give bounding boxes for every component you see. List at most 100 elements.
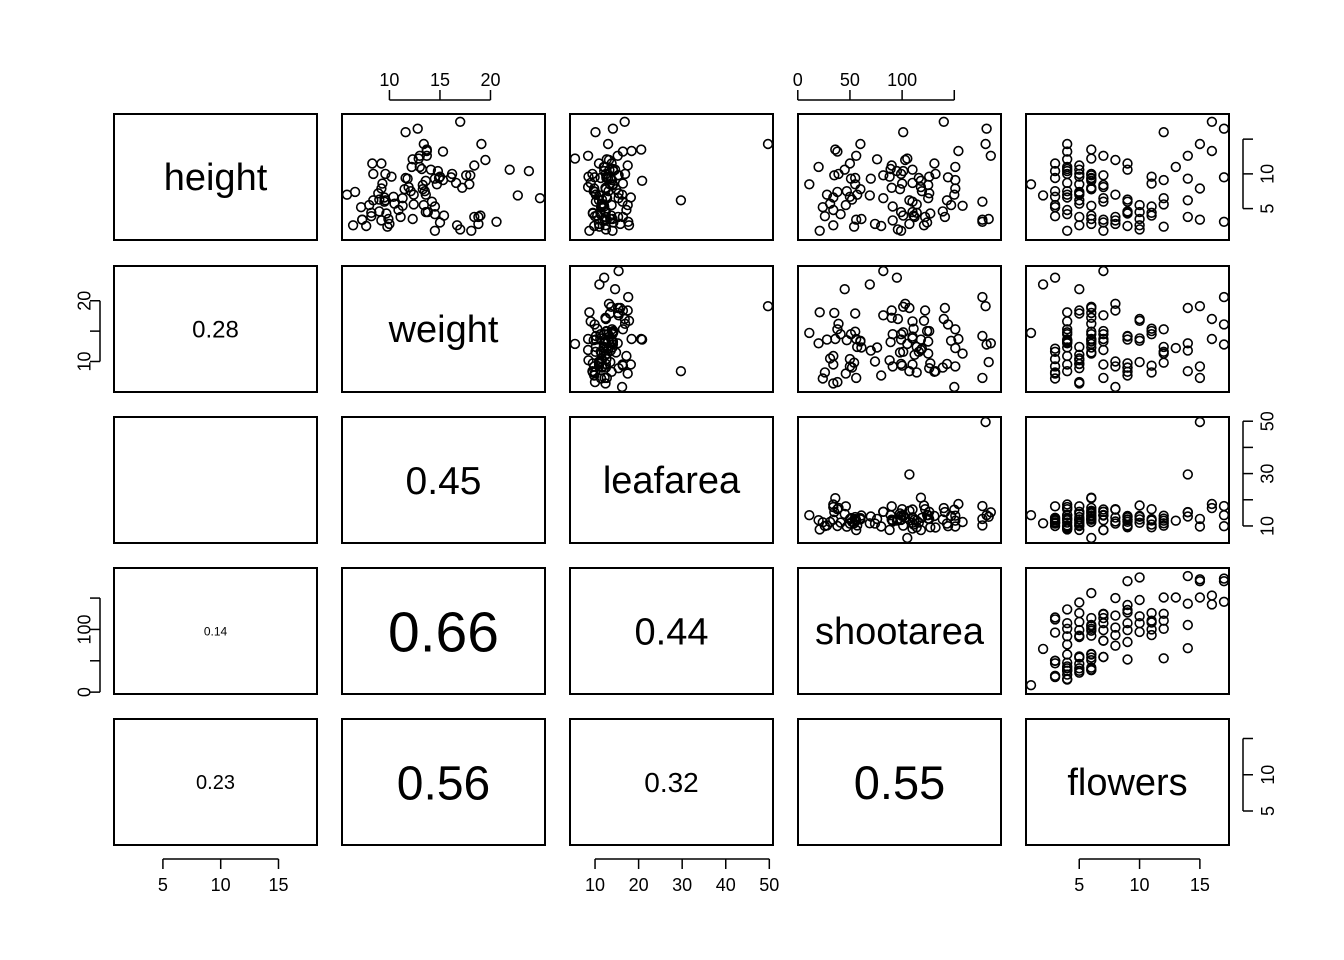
data-point xyxy=(923,325,935,337)
tick-label: 5 xyxy=(1258,204,1278,214)
data-point xyxy=(835,329,846,340)
data-point xyxy=(400,126,411,138)
data-point xyxy=(1206,502,1218,514)
tick-label: 15 xyxy=(268,875,288,895)
panel-height-vs-leafarea xyxy=(569,113,774,241)
data-point xyxy=(600,224,612,235)
data-point xyxy=(623,315,635,326)
correlation-flowers-leafarea: 0.32 xyxy=(644,767,699,798)
data-point xyxy=(855,336,866,347)
data-point xyxy=(1061,324,1073,335)
data-point xyxy=(1061,617,1073,629)
data-point xyxy=(1049,191,1061,203)
data-point xyxy=(1182,150,1194,162)
data-point xyxy=(1098,181,1109,193)
data-point xyxy=(1061,177,1073,189)
data-point xyxy=(625,192,636,203)
data-point xyxy=(886,501,897,512)
data-point xyxy=(850,150,862,162)
data-point xyxy=(1182,507,1194,518)
data-point xyxy=(1158,653,1169,664)
data-point xyxy=(937,206,948,217)
data-point xyxy=(907,512,918,523)
panel-frame xyxy=(113,113,318,241)
data-point xyxy=(1074,198,1085,209)
data-point xyxy=(675,195,687,206)
data-point xyxy=(1098,225,1109,237)
tick-label: 30 xyxy=(672,875,692,895)
data-point xyxy=(1134,517,1145,528)
data-point xyxy=(904,505,915,516)
panel-shootarea-vs-leafarea: 0.44 xyxy=(569,567,774,695)
data-point xyxy=(918,220,930,231)
data-point xyxy=(1074,520,1085,532)
data-point xyxy=(828,501,839,513)
panel-frame xyxy=(113,416,318,544)
data-point xyxy=(950,521,961,532)
data-point xyxy=(915,344,927,356)
correlation-shootarea-height: 0.14 xyxy=(204,624,228,638)
data-point xyxy=(814,524,825,535)
data-point xyxy=(1218,319,1230,330)
data-point xyxy=(1098,193,1109,204)
data-point xyxy=(1146,210,1157,221)
data-point xyxy=(895,168,907,180)
data-point xyxy=(907,331,918,342)
data-point xyxy=(985,338,996,349)
data-point xyxy=(939,211,951,223)
data-point xyxy=(850,524,862,536)
data-point xyxy=(1098,150,1109,162)
data-point xyxy=(1098,651,1109,663)
data-point xyxy=(833,502,844,514)
tick-label: 50 xyxy=(1258,411,1278,431)
data-point xyxy=(621,204,632,216)
variable-label-leafarea: leafarea xyxy=(603,460,741,502)
panel-frame xyxy=(113,718,318,846)
panel-frame xyxy=(1025,718,1230,846)
panel-flowers-vs-weight: 0.56 xyxy=(341,718,546,846)
data-point xyxy=(376,158,387,169)
data-point xyxy=(1194,416,1206,428)
data-point xyxy=(1134,213,1145,225)
data-point xyxy=(582,333,594,345)
data-point xyxy=(1049,361,1061,372)
data-point xyxy=(619,116,630,128)
data-point xyxy=(1158,174,1169,186)
data-point xyxy=(1098,265,1109,277)
data-point xyxy=(1074,607,1085,619)
panel-leafarea-vs-weight: 0.45 xyxy=(341,416,546,544)
data-point xyxy=(840,199,851,211)
data-point xyxy=(417,184,428,195)
variable-label-shootarea: shootarea xyxy=(815,611,985,653)
data-point xyxy=(804,327,815,339)
data-point xyxy=(588,335,599,346)
data-point xyxy=(601,325,612,337)
data-point xyxy=(1122,617,1133,629)
tick-label: 10 xyxy=(585,875,605,895)
variable-label-flowers: flowers xyxy=(1067,762,1187,804)
data-point xyxy=(582,344,594,356)
data-point xyxy=(899,154,911,166)
data-point xyxy=(1061,146,1073,157)
tick-label: 40 xyxy=(716,875,736,895)
data-point xyxy=(895,510,907,521)
data-point xyxy=(1146,178,1157,189)
data-point xyxy=(1194,183,1206,194)
data-point xyxy=(617,360,629,371)
data-point xyxy=(616,381,628,393)
data-point xyxy=(1218,172,1230,183)
data-point xyxy=(895,225,907,237)
data-point xyxy=(833,318,844,329)
data-point xyxy=(595,202,607,213)
data-point xyxy=(1182,469,1194,480)
data-point xyxy=(606,366,617,377)
data-point xyxy=(1098,524,1109,536)
data-point xyxy=(1074,378,1085,389)
data-point xyxy=(1074,501,1085,512)
data-point xyxy=(389,198,400,209)
data-point xyxy=(1086,318,1097,329)
data-point xyxy=(1110,211,1121,223)
data-point xyxy=(1049,501,1061,512)
data-point xyxy=(1074,284,1085,295)
panel-frame xyxy=(113,265,318,393)
